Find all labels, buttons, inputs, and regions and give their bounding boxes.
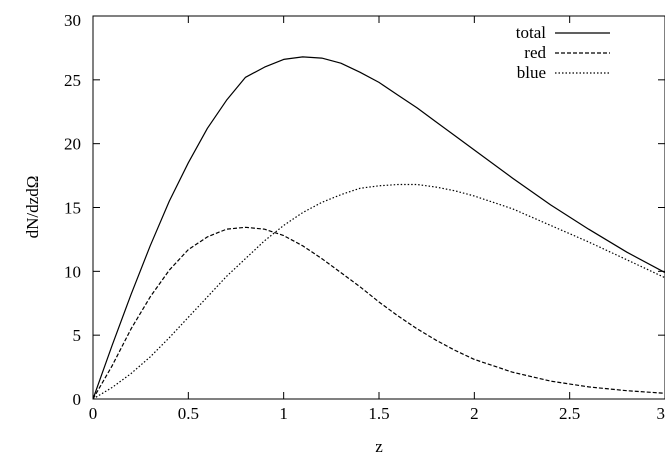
x-tick-label: 0	[89, 404, 98, 423]
series-lines	[92, 56, 665, 400]
legend-label-total: total	[516, 23, 546, 42]
x-tick-label: 3	[657, 404, 665, 423]
series-blue-line	[92, 183, 665, 400]
x-tick-label: 1	[279, 404, 288, 423]
y-tick-label: 25	[64, 71, 81, 90]
y-tick-label: 0	[73, 390, 82, 409]
legend-label-blue: blue	[517, 63, 546, 82]
y-tick-label: 5	[73, 326, 82, 345]
y-tick-label: 15	[64, 199, 81, 218]
y-tick-label: 10	[64, 262, 81, 281]
y-tick-label: 30	[64, 11, 81, 30]
x-axis-label: z	[375, 437, 383, 456]
legend-label-red: red	[524, 43, 546, 62]
axis-ticks	[92, 15, 665, 400]
y-tick-label: 20	[64, 135, 81, 154]
series-red-line	[92, 226, 665, 400]
y-axis-label: dN/dzdΩ	[23, 176, 42, 239]
plot-frame	[92, 15, 665, 400]
x-tick-label: 0.5	[178, 404, 199, 423]
x-tick-label: 2	[470, 404, 479, 423]
x-tick-label: 2.5	[559, 404, 580, 423]
series-total-line	[92, 56, 665, 400]
x-tick-label: 1.5	[368, 404, 389, 423]
